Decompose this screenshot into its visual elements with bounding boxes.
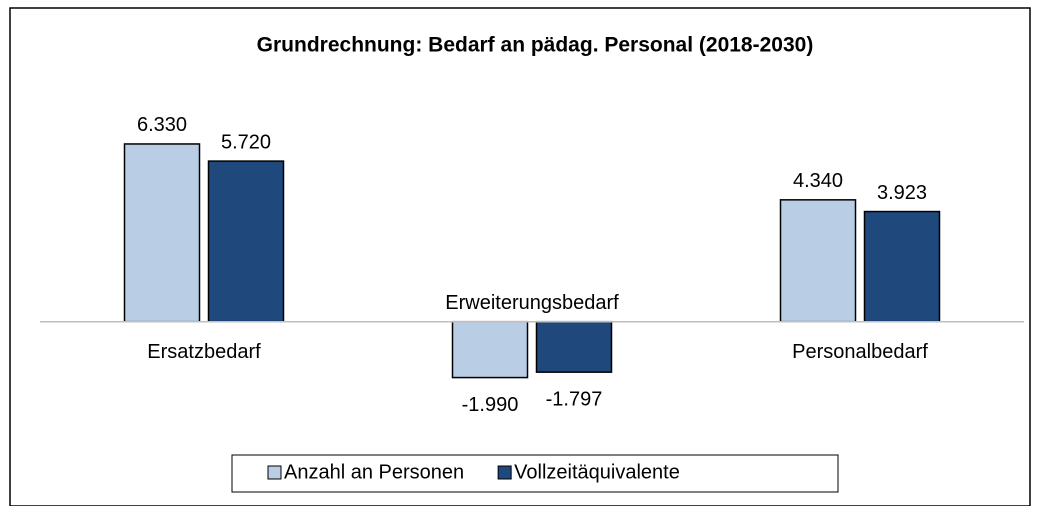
value-label: 4.340 xyxy=(793,170,843,192)
bar xyxy=(863,210,941,323)
legend-box xyxy=(231,454,839,493)
bar xyxy=(207,160,285,323)
bar xyxy=(123,143,201,323)
bar xyxy=(535,320,613,373)
value-label: 3.923 xyxy=(877,182,927,204)
value-label: -1.990 xyxy=(462,394,519,416)
legend-label: Anzahl an Personen xyxy=(284,461,464,483)
x-tick-label: Erweiterungsbedarf xyxy=(445,292,619,314)
x-tick-label: Personalbedarf xyxy=(792,341,928,363)
bar xyxy=(451,320,529,379)
legend-swatch xyxy=(497,465,512,480)
value-label: 5.720 xyxy=(221,131,271,153)
legend-label: Vollzeitäquivalente xyxy=(514,461,680,483)
bar xyxy=(779,199,857,323)
value-label: 6.330 xyxy=(137,114,187,136)
value-label: -1.797 xyxy=(546,388,603,410)
x-tick-label: Ersatzbedarf xyxy=(147,341,261,363)
chart-title: Grundrechnung: Bedarf an pädag. Personal… xyxy=(257,34,814,57)
legend-swatch xyxy=(267,465,282,480)
